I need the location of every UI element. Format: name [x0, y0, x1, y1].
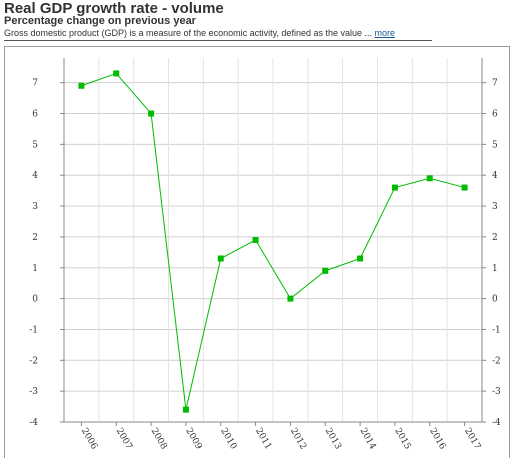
series-markers [78, 70, 468, 413]
x-tick-label: 2012 [288, 427, 308, 452]
data-point[interactable] [391, 184, 398, 191]
x-tick-label: 2009 [183, 427, 203, 452]
y-tick-label-left: 5 [32, 140, 38, 150]
y-tick-label-right: -1 [492, 325, 501, 335]
y-tick-label-left: -2 [29, 356, 38, 366]
y-tick-label-right: 0 [492, 295, 498, 305]
x-tick-label: 2008 [148, 427, 168, 452]
y-tick-label-left: 4 [32, 171, 38, 181]
y-tick-label-left: -4 [29, 418, 38, 428]
x-tick-label: 2015 [392, 427, 412, 452]
y-tick-label-right: 6 [492, 110, 498, 120]
series-line-layer [81, 72, 465, 410]
x-tick-label: 2017 [462, 427, 482, 452]
data-point[interactable] [287, 295, 294, 302]
y-tick-label-right: 1 [492, 264, 498, 274]
y-tick-label-left: 3 [32, 202, 38, 212]
x-tick-label: 2007 [114, 427, 134, 452]
data-point[interactable] [217, 255, 224, 262]
y-tick-label-left: -1 [29, 325, 38, 335]
chart-subtitle: Percentage change on previous year [4, 15, 196, 27]
series-line [81, 72, 465, 410]
more-link[interactable]: more [374, 28, 396, 38]
data-point[interactable] [461, 184, 468, 191]
data-point[interactable] [357, 255, 364, 262]
y-tick-label-right: 4 [492, 171, 498, 181]
y-tick-label-right: -3 [492, 387, 501, 397]
axes: -4 -4 -3 -3 -2 -2 -1 -1 0 0 1 1 2 2 3 3 4 4 5 5 6 6 7 7 2006 2007… [29, 58, 501, 452]
y-tick-label-right: 2 [492, 233, 498, 243]
data-point[interactable] [252, 237, 259, 243]
description: Gross domestic product (GDP) is a measur… [4, 28, 395, 38]
x-tick-label: 2006 [79, 427, 99, 452]
x-tick-label: 2014 [357, 427, 377, 452]
x-tick-label: 2013 [323, 427, 343, 452]
description-text: Gross domestic product (GDP) is a measur… [4, 28, 372, 38]
x-tick-label: 2010 [218, 427, 238, 452]
data-point[interactable] [426, 175, 433, 182]
y-tick-label-left: 1 [32, 264, 38, 274]
data-point[interactable] [322, 267, 329, 274]
y-tick-label-right: 3 [492, 202, 498, 212]
y-tick-label-left: 6 [32, 110, 38, 120]
y-tick-label-left: 2 [32, 233, 38, 243]
data-point[interactable] [113, 70, 120, 77]
data-point[interactable] [148, 110, 155, 117]
data-point[interactable] [182, 406, 189, 413]
chart-title: Real GDP growth rate - volume [4, 0, 224, 17]
y-tick-label-right: 5 [492, 140, 498, 150]
y-tick-label-left: 7 [32, 79, 38, 89]
gridlines [63, 58, 483, 423]
y-tick-label-left: -3 [29, 387, 38, 397]
chart-frame [4, 46, 510, 458]
y-tick-label-right: -4 [492, 418, 501, 428]
data-point[interactable] [78, 82, 85, 89]
x-tick-label: 2011 [253, 427, 273, 452]
x-tick-label: 2016 [427, 427, 447, 452]
y-tick-label-right: -2 [492, 356, 501, 366]
header-divider [4, 40, 432, 41]
y-tick-label-right: 7 [492, 79, 498, 89]
y-tick-label-left: 0 [32, 295, 38, 305]
